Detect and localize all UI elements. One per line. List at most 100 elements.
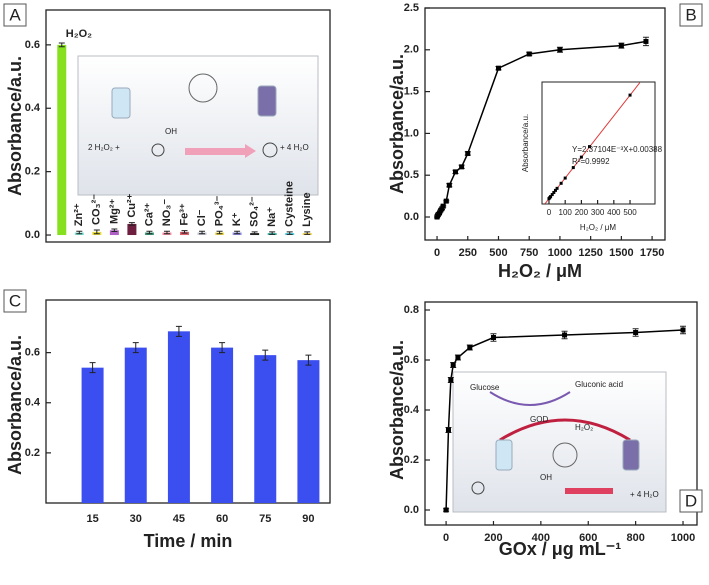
y-tick-label: 0.6 [25,39,40,51]
x-tick-label: 300 [591,208,605,217]
category-label: Mg²⁺ [108,198,120,224]
y-tick-label: 0.2 [404,454,419,466]
data-point [680,327,686,333]
data-point [557,47,563,53]
x-axis-label: Time / min [144,531,233,551]
x-tick-label: 1500 [609,247,633,259]
x-tick-label: 250 [459,247,477,259]
error-bar [175,325,182,337]
bar [211,347,234,503]
y-tick-label: 2.5 [404,2,419,14]
scheme-a [77,55,319,196]
bar [124,347,147,503]
y-tick-label: 0.0 [404,504,419,516]
data-point [490,335,496,340]
error-bar [111,228,118,233]
scheme-label: H₂O₂ [575,423,593,432]
data-point [495,65,501,71]
data-point [579,155,583,159]
x-tick-label: 0 [434,247,440,259]
y-tick-label: 0.2 [25,447,40,459]
x-tick-label: 0 [547,208,552,217]
y-tick-label: 2.0 [404,44,419,56]
error-bar [163,230,170,235]
category-label: PO₄³⁻ [213,195,225,226]
scheme-label: GOD [530,415,548,424]
y-tick-label: 0.4 [25,102,41,114]
error-bar [89,362,96,374]
error-bar [262,349,269,361]
error-bar [305,354,312,366]
scheme-label: OH [165,127,177,136]
y-axis-label: Absorbance/a.u. [521,114,530,172]
x-tick-label: 200 [575,208,589,217]
category-label: 60 [216,513,228,525]
x-tick-label: 1000 [548,247,572,259]
category-label: NO₃⁻ [161,199,173,227]
x-tick-label: 400 [532,532,550,544]
x-tick-label: 600 [579,532,597,544]
data-point [437,210,443,216]
data-point [465,150,471,156]
category-label: Na⁺ [266,207,278,227]
data-point [448,377,454,383]
plot-frame [424,301,698,526]
y-tick-label: 0.2 [25,166,40,178]
data-point [571,166,575,170]
annotation: Y=2.37104E⁻³X+0.00388 [572,145,663,154]
error-bar [146,230,153,235]
data-point [526,51,532,57]
data-point [440,203,446,209]
data-line [445,329,684,511]
data-point [443,198,449,204]
panel-label: A [9,5,21,24]
x-tick-label: 400 [607,208,621,217]
data-point [562,332,568,338]
panel-label-box [679,489,703,513]
error-bar [181,230,188,234]
category-label: Cl⁻ [196,209,208,226]
category-label: 75 [259,513,271,525]
y-tick-label: 0.0 [25,229,40,241]
y-axis-label: Absorbance/a.u. [5,335,25,475]
category-label: Cu²⁺ [126,193,138,217]
bar [127,223,137,236]
data-point [452,169,458,175]
category-label: Ca²⁺ [143,202,155,226]
data-point [563,176,567,180]
bar [297,360,320,503]
data-point [553,188,557,192]
category-label: Cysteine [284,181,296,227]
category-label: Zn²⁺ [73,203,85,226]
category-label: Lysine [301,192,313,226]
data-point [455,355,461,360]
x-tick-label: 0 [443,532,449,544]
error-bar [58,42,65,48]
y-tick-label: 1.0 [404,127,419,139]
error-bar [269,231,276,235]
bar [109,230,119,236]
data-point [467,345,473,350]
data-point [439,206,445,212]
data-point [459,164,465,170]
y-axis-label: Absorbance/a.u. [5,56,25,196]
y-tick-label: 0.4 [25,397,41,409]
category-label: H₂O₂ [66,28,92,40]
error-bar [93,229,100,235]
y-tick-label: 1.5 [404,86,419,98]
data-point [446,182,452,188]
data-point [443,507,449,513]
y-tick-label: 0.6 [25,347,40,359]
x-tick-label: 500 [489,247,507,259]
bar [167,331,190,503]
panel-label-box [3,289,27,313]
x-tick-label: 1000 [671,532,695,544]
error-bar [234,230,241,235]
scheme-label: Gluconic acid [575,380,623,389]
data-point [555,186,559,190]
data-point [445,427,451,433]
panel-label-box [3,3,27,27]
data-point [549,195,553,199]
x-tick-label: 200 [484,532,502,544]
